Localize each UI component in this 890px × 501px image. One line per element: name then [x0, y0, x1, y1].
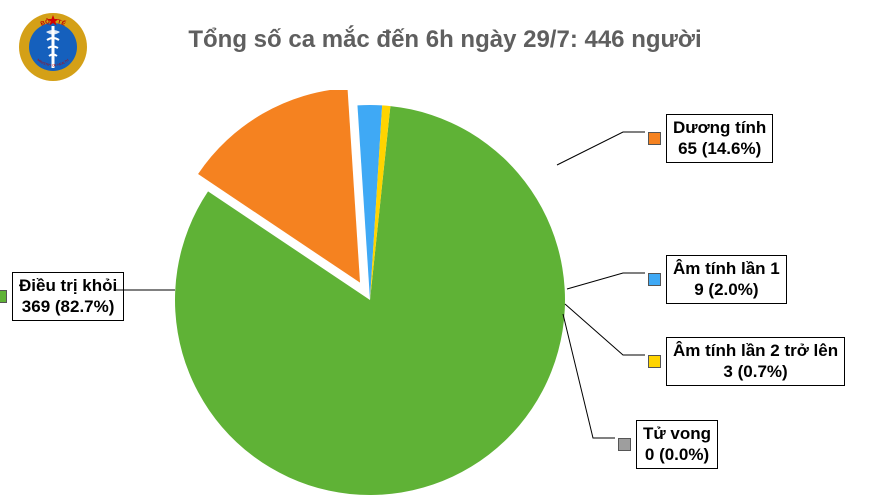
swatch-neg2	[648, 355, 661, 368]
pie-chart: Điều trị khỏi369 (82.7%) Dương tính65 (1…	[0, 90, 890, 500]
chart-title: Tổng số ca mắc đến 6h ngày 29/7: 446 ngư…	[0, 26, 890, 54]
legend-positive: Dương tính65 (14.6%)	[648, 114, 773, 163]
swatch-recovered	[0, 290, 7, 303]
swatch-positive	[648, 132, 661, 145]
legend-recovered: Điều trị khỏi369 (82.7%)	[0, 272, 124, 321]
swatch-death	[618, 438, 631, 451]
swatch-neg1	[648, 273, 661, 286]
legend-death: Tử vong0 (0.0%)	[618, 420, 718, 469]
legend-neg1: Âm tính lần 19 (2.0%)	[648, 255, 787, 304]
legend-neg2: Âm tính lần 2 trở lên3 (0.7%)	[648, 337, 845, 386]
